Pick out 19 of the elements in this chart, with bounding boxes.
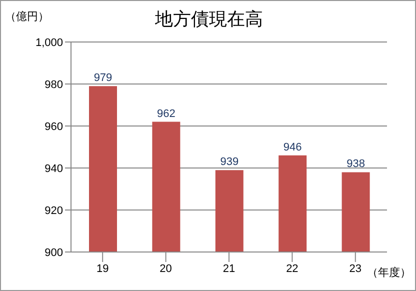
y-tick-label: 960 (44, 120, 63, 133)
y-tick-label: 1,000 (35, 36, 63, 49)
y-tick-label: 920 (44, 204, 63, 217)
x-tick-label: 23 (349, 262, 362, 275)
y-tick-label: 980 (44, 78, 63, 91)
x-tick-label: 22 (286, 262, 298, 275)
y-axis-title: （億円） (5, 10, 49, 24)
x-tick-label: 21 (222, 262, 236, 275)
data-label: 962 (157, 108, 176, 120)
x-tick-label: 19 (96, 262, 109, 275)
data-label: 946 (283, 141, 302, 154)
x-axis-title: （年度） (367, 266, 411, 280)
data-label: 938 (346, 158, 365, 170)
y-tick-label: 900 (44, 246, 63, 259)
x-tick-label: 20 (160, 262, 172, 275)
data-label: 979 (94, 72, 112, 84)
y-tick-label: 940 (44, 162, 63, 175)
data-label: 939 (220, 156, 239, 168)
chart-title: 地方債現在高 (155, 9, 263, 29)
